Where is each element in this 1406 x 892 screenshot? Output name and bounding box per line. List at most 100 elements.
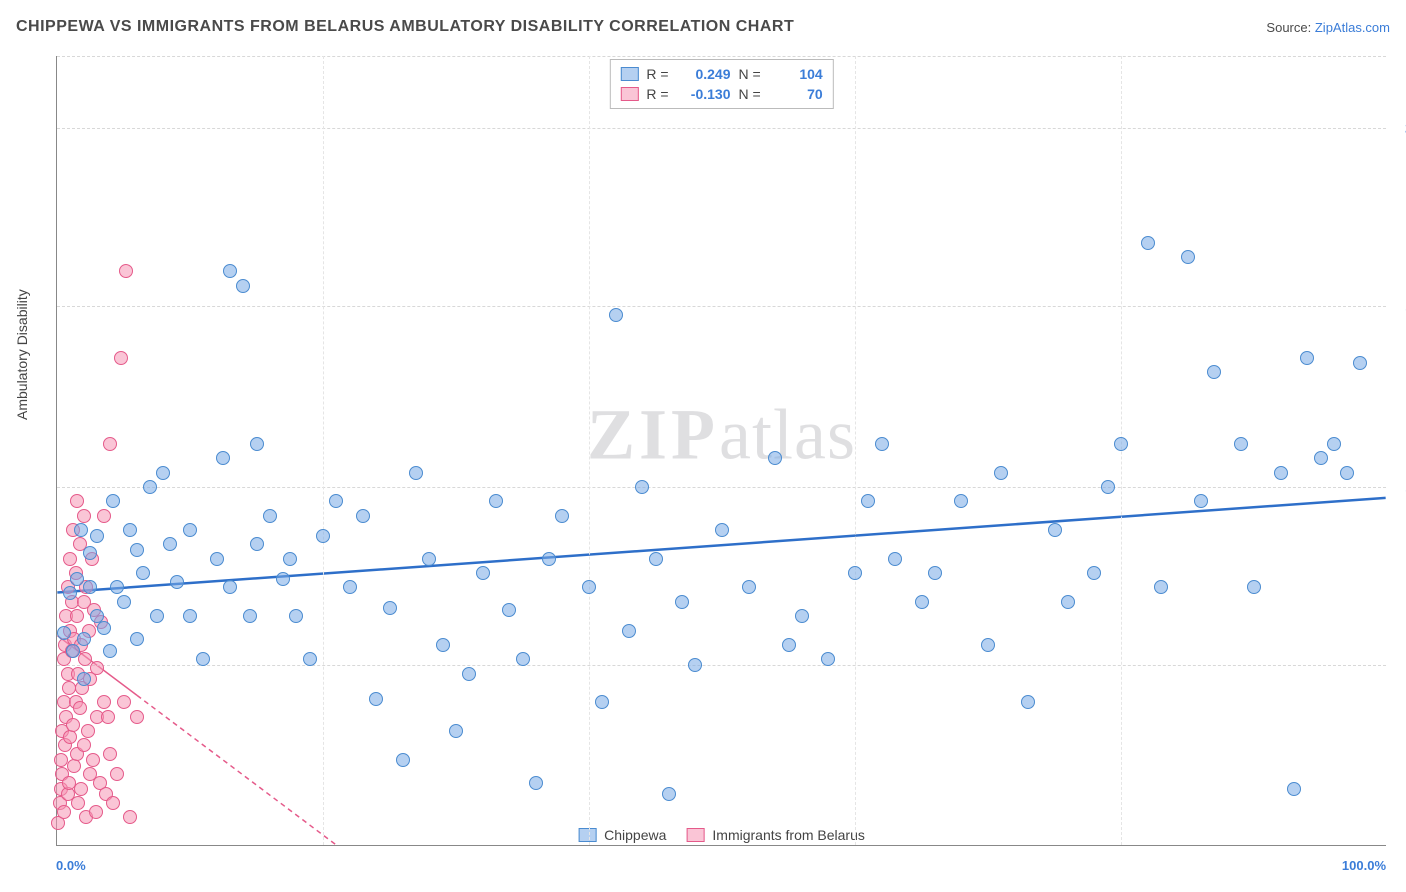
- data-point: [821, 652, 835, 666]
- data-point: [1114, 437, 1128, 451]
- data-point: [476, 566, 490, 580]
- data-point: [130, 632, 144, 646]
- data-point: [1274, 466, 1288, 480]
- vgridline: [323, 56, 324, 845]
- data-point: [250, 537, 264, 551]
- data-point: [582, 580, 596, 594]
- gridline: [57, 487, 1386, 488]
- data-point: [123, 810, 137, 824]
- data-point: [329, 494, 343, 508]
- data-point: [954, 494, 968, 508]
- data-point: [422, 552, 436, 566]
- data-point: [675, 595, 689, 609]
- chart-header: CHIPPEWA VS IMMIGRANTS FROM BELARUS AMBU…: [16, 18, 1390, 36]
- data-point: [97, 621, 111, 635]
- data-point: [70, 572, 84, 586]
- data-point: [1181, 250, 1195, 264]
- data-point: [542, 552, 556, 566]
- gridline: [57, 128, 1386, 129]
- data-point: [1207, 365, 1221, 379]
- data-point: [343, 580, 357, 594]
- data-point: [123, 523, 137, 537]
- gridline: [57, 306, 1386, 307]
- data-point: [183, 609, 197, 623]
- data-point: [715, 523, 729, 537]
- data-point: [848, 566, 862, 580]
- data-point: [83, 580, 97, 594]
- data-point: [622, 624, 636, 638]
- data-point: [449, 724, 463, 738]
- data-point: [782, 638, 796, 652]
- data-point: [1300, 351, 1314, 365]
- data-point: [915, 595, 929, 609]
- data-point: [356, 509, 370, 523]
- x-axis-min: 0.0%: [56, 858, 86, 873]
- data-point: [156, 466, 170, 480]
- data-point: [276, 572, 290, 586]
- data-point: [70, 494, 84, 508]
- data-point: [1353, 356, 1367, 370]
- data-point: [183, 523, 197, 537]
- data-point: [502, 603, 516, 617]
- data-point: [163, 537, 177, 551]
- data-point: [196, 652, 210, 666]
- data-point: [383, 601, 397, 615]
- data-point: [250, 437, 264, 451]
- data-point: [436, 638, 450, 652]
- data-point: [97, 509, 111, 523]
- data-point: [236, 279, 250, 293]
- data-point: [283, 552, 297, 566]
- data-point: [150, 609, 164, 623]
- data-point: [555, 509, 569, 523]
- data-point: [795, 609, 809, 623]
- data-point: [369, 692, 383, 706]
- series-legend: Chippewa Immigrants from Belarus: [578, 827, 865, 843]
- data-point: [462, 667, 476, 681]
- data-point: [1141, 236, 1155, 250]
- data-point: [83, 546, 97, 560]
- data-point: [223, 580, 237, 594]
- data-point: [216, 451, 230, 465]
- data-point: [70, 609, 84, 623]
- data-point: [63, 552, 77, 566]
- data-point: [103, 747, 117, 761]
- y-tick-label: 12.5%: [1392, 479, 1406, 494]
- data-point: [1194, 494, 1208, 508]
- data-point: [263, 509, 277, 523]
- data-point: [409, 466, 423, 480]
- data-point: [635, 480, 649, 494]
- data-point: [1314, 451, 1328, 465]
- legend-item: Chippewa: [578, 827, 666, 843]
- blue-swatch-icon: [578, 828, 596, 842]
- data-point: [1287, 782, 1301, 796]
- source-link[interactable]: ZipAtlas.com: [1315, 20, 1390, 35]
- correlation-legend: R = 0.249 N = 104 R = -0.130 N = 70: [609, 59, 833, 109]
- data-point: [1340, 466, 1354, 480]
- data-point: [86, 753, 100, 767]
- data-point: [529, 776, 543, 790]
- data-point: [57, 626, 71, 640]
- data-point: [1101, 480, 1115, 494]
- data-point: [289, 609, 303, 623]
- data-point: [103, 644, 117, 658]
- data-point: [101, 710, 115, 724]
- data-point: [63, 586, 77, 600]
- data-point: [1048, 523, 1062, 537]
- data-point: [66, 644, 80, 658]
- data-point: [62, 681, 76, 695]
- data-point: [77, 672, 91, 686]
- data-point: [742, 580, 756, 594]
- data-point: [1327, 437, 1341, 451]
- data-point: [90, 661, 104, 675]
- data-point: [103, 437, 117, 451]
- x-axis-max: 100.0%: [1342, 858, 1386, 873]
- data-point: [114, 351, 128, 365]
- data-point: [143, 480, 157, 494]
- data-point: [243, 609, 257, 623]
- data-point: [74, 782, 88, 796]
- data-point: [662, 787, 676, 801]
- data-point: [66, 718, 80, 732]
- data-point: [89, 805, 103, 819]
- data-point: [117, 695, 131, 709]
- data-point: [136, 566, 150, 580]
